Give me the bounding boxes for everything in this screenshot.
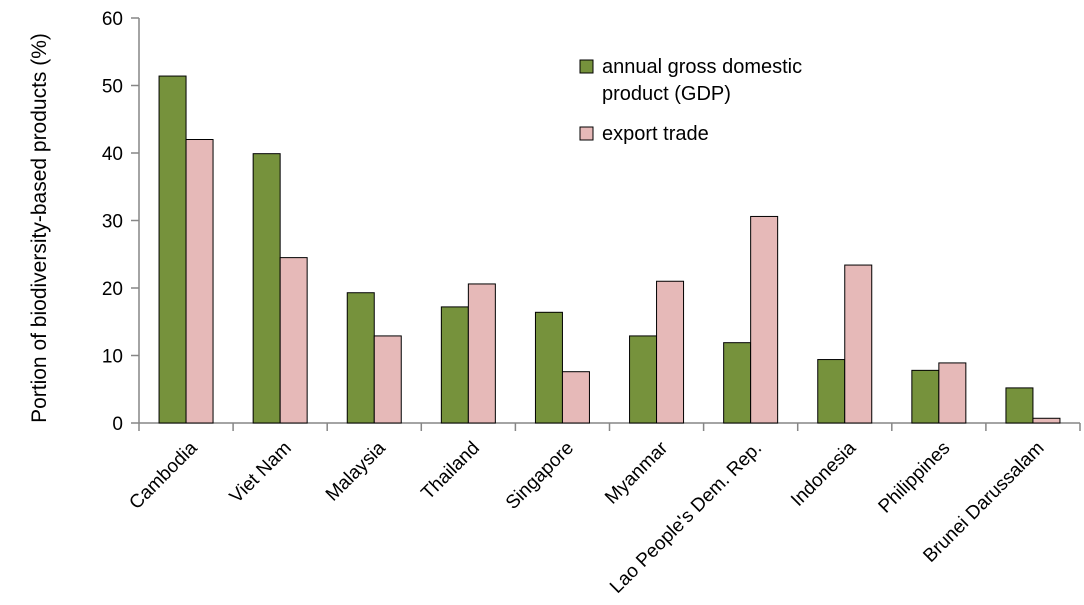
bar-export-cambodia <box>185 139 214 424</box>
x-category-label: Cambodia <box>125 437 201 513</box>
bar-gdp-brunei-darussalam <box>1005 387 1034 424</box>
bar-export-singapore <box>561 371 590 424</box>
y-tick-label: 10 <box>102 347 123 368</box>
y-tick-label: 20 <box>102 279 123 300</box>
y-tick-label: 50 <box>102 77 123 98</box>
y-tick-label: 0 <box>112 414 123 435</box>
bar-export-thailand <box>467 283 496 424</box>
bar-export-indonesia <box>844 264 873 424</box>
category-labels: Cambodia Viet Nam Malaysia Thailand Singapor… <box>125 437 1048 598</box>
x-axis <box>138 422 1081 431</box>
x-category-label: Thailand <box>417 438 483 504</box>
y-axis-label: Portion of biodiversity-based products (… <box>28 33 51 423</box>
bar-gdp-myanmar <box>629 335 658 424</box>
bar-export-myanmar <box>656 280 685 424</box>
legend-label: product (GDP) <box>602 83 731 105</box>
bar-gdp-philippines <box>911 369 940 424</box>
legend-label: annual gross domestic <box>602 56 802 78</box>
bar-gdp-singapore <box>534 311 563 424</box>
x-category-label: Myanmar <box>601 437 672 508</box>
x-category-label: Lao People's Dem. Rep. <box>606 438 766 598</box>
x-category-label: Philippines <box>875 438 955 518</box>
bar-export-malaysia <box>373 335 402 424</box>
bar-export-viet-nam <box>279 257 308 424</box>
legend-label: export trade <box>602 123 709 145</box>
bar-gdp-malaysia <box>346 292 375 424</box>
bar-gdp-viet-nam <box>252 153 281 424</box>
legend: annual gross domestic product (GDP) export… <box>579 56 802 145</box>
bar-gdp-indonesia <box>817 359 846 424</box>
x-category-label: Malaysia <box>322 437 390 505</box>
legend-swatch <box>579 59 594 74</box>
y-tick-label: 30 <box>102 212 123 233</box>
y-tick-label: 40 <box>102 144 123 165</box>
y-tick-label: 60 <box>102 9 123 30</box>
bar-gdp-thailand <box>440 306 469 424</box>
bar-gdp-cambodia <box>158 75 187 424</box>
bar-gdp-lao-people-s-dem-rep- <box>723 342 752 424</box>
x-category-label: Singapore <box>502 438 578 514</box>
bar-export-philippines <box>938 362 967 424</box>
y-axis: 0 10 20 30 40 50 60 <box>102 9 140 435</box>
x-category-label: Indonesia <box>787 437 860 510</box>
bar-export-brunei-darussalam <box>1032 417 1061 424</box>
x-category-label: Viet Nam <box>226 438 296 508</box>
bar-export-lao-people-s-dem-rep- <box>750 215 779 424</box>
bars-group <box>158 75 1061 424</box>
legend-swatch <box>579 126 594 141</box>
